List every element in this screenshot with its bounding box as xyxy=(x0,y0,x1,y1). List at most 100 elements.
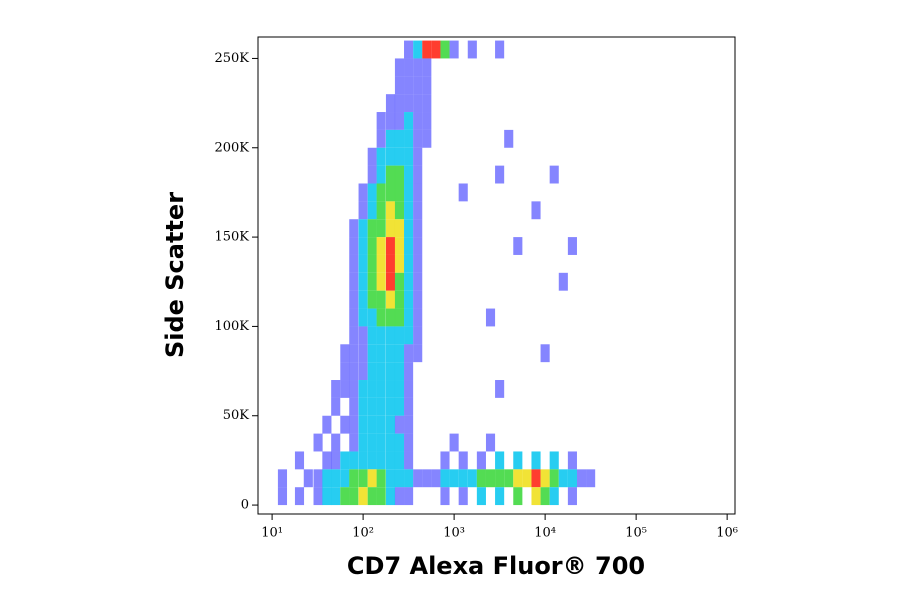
density-cell xyxy=(349,237,359,255)
density-cell xyxy=(485,469,496,488)
density-cell xyxy=(367,165,377,184)
density-cell xyxy=(404,254,414,273)
density-cell xyxy=(540,469,550,488)
density-cell xyxy=(394,237,405,255)
density-cell xyxy=(394,165,405,184)
density-cell xyxy=(394,201,405,220)
y-tick-label: 100K xyxy=(214,319,249,334)
density-cell xyxy=(458,487,468,506)
density-cell xyxy=(404,219,414,238)
density-cell xyxy=(385,272,396,291)
density-cell xyxy=(385,237,396,255)
y-tick-label: 0 xyxy=(241,498,249,513)
density-cell xyxy=(404,308,414,327)
density-cell xyxy=(394,58,405,77)
density-cell xyxy=(358,344,368,363)
density-cell xyxy=(440,469,450,488)
density-cell xyxy=(404,487,414,506)
density-cell xyxy=(367,308,377,327)
density-cell xyxy=(413,344,423,363)
density-cell xyxy=(277,469,288,488)
density-cell xyxy=(358,487,368,506)
y-tick-label: 200K xyxy=(214,140,249,155)
density-cell xyxy=(358,254,368,273)
density-cell xyxy=(413,219,423,238)
density-cell xyxy=(358,290,368,309)
density-cell xyxy=(513,237,523,255)
density-cell xyxy=(385,112,396,130)
density-cell xyxy=(404,290,414,309)
density-cell xyxy=(422,40,432,59)
density-cell xyxy=(376,344,386,363)
x-tick-label: 10⁴ xyxy=(534,526,556,541)
density-cell xyxy=(340,380,350,398)
density-cell xyxy=(358,451,368,470)
density-cell xyxy=(404,147,414,166)
density-cell xyxy=(513,451,523,470)
density-cell xyxy=(540,344,550,363)
density-cell xyxy=(385,344,396,363)
density-cell xyxy=(376,308,386,327)
density-cell xyxy=(413,76,423,95)
density-cell xyxy=(404,326,414,345)
density-cell xyxy=(367,254,377,273)
density-cell xyxy=(440,451,450,470)
density-cell xyxy=(476,487,486,506)
density-cell xyxy=(404,344,414,363)
density-cell xyxy=(385,254,396,273)
density-cell xyxy=(367,362,377,381)
density-cell xyxy=(422,469,432,488)
density-cell xyxy=(376,415,386,434)
density-cell xyxy=(394,254,405,273)
density-cell xyxy=(413,112,423,130)
density-cell xyxy=(504,469,514,488)
density-cell xyxy=(394,76,405,95)
density-cell xyxy=(376,237,386,255)
density-cell xyxy=(458,183,468,202)
density-cell xyxy=(558,469,568,488)
density-cell xyxy=(367,344,377,363)
density-cell xyxy=(586,469,596,488)
density-cell xyxy=(340,415,350,434)
density-cell xyxy=(349,326,359,345)
density-cell xyxy=(394,397,405,416)
density-cell xyxy=(394,219,405,238)
density-cell xyxy=(404,380,414,398)
density-cell xyxy=(531,201,541,220)
density-cell xyxy=(404,397,414,416)
density-cell xyxy=(431,469,441,488)
density-cell xyxy=(467,469,477,488)
density-cell xyxy=(385,380,396,398)
density-cell xyxy=(349,219,359,238)
density-cell xyxy=(367,487,377,506)
x-tick-label: 10⁶ xyxy=(716,526,738,541)
density-cell xyxy=(404,272,414,291)
density-cell xyxy=(322,487,332,506)
density-cell xyxy=(367,183,377,202)
density-cell xyxy=(376,362,386,381)
density-cell xyxy=(385,397,396,416)
density-cell xyxy=(549,451,559,470)
density-cell xyxy=(385,433,396,452)
density-cell xyxy=(394,112,405,130)
density-cell xyxy=(531,451,541,470)
density-cell xyxy=(404,40,414,59)
y-tick-label: 250K xyxy=(214,51,249,66)
density-cell xyxy=(449,433,459,452)
density-cell xyxy=(394,344,405,363)
density-cell xyxy=(495,451,505,470)
density-cell xyxy=(367,451,377,470)
density-cell xyxy=(358,183,368,202)
density-cell xyxy=(331,487,341,506)
density-cell xyxy=(485,308,496,327)
density-cell xyxy=(358,380,368,398)
density-cell xyxy=(385,183,396,202)
density-cell xyxy=(358,397,368,416)
y-tick-label: 150K xyxy=(214,230,249,245)
density-cell xyxy=(367,290,377,309)
density-cell xyxy=(349,469,359,488)
density-cell xyxy=(358,415,368,434)
density-cell xyxy=(376,183,386,202)
density-cell xyxy=(413,183,423,202)
density-cell xyxy=(376,219,386,238)
